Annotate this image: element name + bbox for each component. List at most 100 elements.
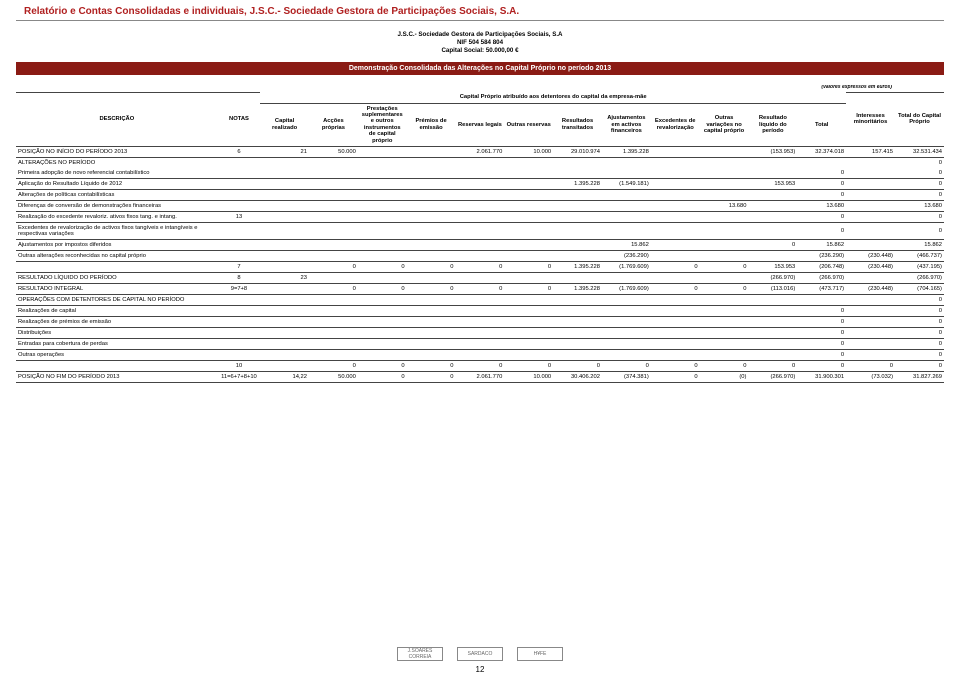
table-row: Aplicação do Resultado Líquido de 20121.… — [16, 178, 944, 189]
cell-value — [651, 338, 700, 349]
cell-value — [846, 272, 895, 283]
company-info: J.S.C.- Sociedade Gestora de Participaçõ… — [0, 31, 960, 54]
row-notas — [218, 189, 260, 200]
table-row: Diferenças de conversão de demonstrações… — [16, 200, 944, 211]
cell-value — [651, 157, 700, 168]
cell-value: 2.061.770 — [455, 371, 504, 382]
cell-value — [846, 211, 895, 222]
cell-value — [358, 157, 407, 168]
cell-value: 0 — [504, 360, 553, 371]
row-notas — [218, 349, 260, 360]
cell-value — [407, 250, 456, 261]
cell-value: 21 — [260, 146, 309, 157]
cell-value: 0 — [797, 305, 846, 316]
cell-value — [358, 305, 407, 316]
row-label: Ajustamentos por impostos diferidos — [16, 239, 218, 250]
row-label: POSIÇÃO NO FIM DO PERÍODO 2013 — [16, 371, 218, 382]
cell-value — [407, 168, 456, 179]
cell-value — [260, 327, 309, 338]
col-header-c7: Resultados transitados — [553, 103, 602, 146]
cell-value — [602, 189, 651, 200]
cell-value — [700, 272, 749, 283]
row-notas — [218, 200, 260, 211]
cell-value — [602, 294, 651, 305]
cell-value — [846, 316, 895, 327]
cell-value: 0 — [455, 283, 504, 294]
company-name: J.S.C.- Sociedade Gestora de Participaçõ… — [0, 31, 960, 39]
document-title: Relatório e Contas Consolidadas e indivi… — [0, 0, 960, 20]
cell-value — [602, 338, 651, 349]
cell-value — [309, 157, 358, 168]
table-row: 100000000000000 — [16, 360, 944, 371]
cell-value — [504, 338, 553, 349]
cell-value — [504, 157, 553, 168]
row-label: RESULTADO INTEGRAL — [16, 283, 218, 294]
cell-value — [407, 338, 456, 349]
cell-value: (0) — [700, 371, 749, 382]
cell-value — [260, 316, 309, 327]
cell-value — [651, 211, 700, 222]
cell-value — [700, 327, 749, 338]
cell-value: 0 — [797, 316, 846, 327]
cell-value: 0 — [407, 360, 456, 371]
cell-value — [309, 327, 358, 338]
cell-value — [602, 272, 651, 283]
cell-value: 0 — [455, 261, 504, 272]
cell-value — [455, 338, 504, 349]
cell-value — [748, 222, 797, 239]
cell-value: 50.000 — [309, 371, 358, 382]
title-separator — [16, 20, 944, 21]
row-notas — [218, 250, 260, 261]
cell-value — [455, 157, 504, 168]
row-label: Distribuições — [16, 327, 218, 338]
cell-value: 31.827.269 — [895, 371, 944, 382]
cell-value — [309, 178, 358, 189]
row-notas — [218, 305, 260, 316]
cell-value — [748, 211, 797, 222]
cell-value — [602, 327, 651, 338]
cell-value — [553, 168, 602, 179]
cell-value: 13.680 — [797, 200, 846, 211]
cell-value: 0 — [895, 360, 944, 371]
cell-value — [455, 305, 504, 316]
cell-value — [455, 211, 504, 222]
cell-value — [358, 338, 407, 349]
row-label: Realizações de capital — [16, 305, 218, 316]
cell-value — [553, 157, 602, 168]
cell-value: (473.717) — [797, 283, 846, 294]
cell-value: 0 — [895, 211, 944, 222]
cell-value — [455, 222, 504, 239]
table-row: OPERAÇÕES COM DETENTORES DE CAPITAL NO P… — [16, 294, 944, 305]
cell-value — [651, 239, 700, 250]
cell-value — [700, 222, 749, 239]
row-notas: 9=7+8 — [218, 283, 260, 294]
cell-value: 15.862 — [797, 239, 846, 250]
cell-value — [309, 168, 358, 179]
cell-value: 0 — [651, 261, 700, 272]
page-footer: J.SOARES CORREIA SARDACO H¥FE 12 — [0, 647, 960, 674]
cell-value: 0 — [895, 222, 944, 239]
cell-value: 0 — [358, 261, 407, 272]
cell-value: 0 — [895, 316, 944, 327]
cell-value: 0 — [651, 371, 700, 382]
cell-value — [260, 239, 309, 250]
cell-value — [651, 327, 700, 338]
cell-value: 0 — [895, 349, 944, 360]
cell-value — [358, 294, 407, 305]
cell-value: 13.680 — [700, 200, 749, 211]
cell-value: 0 — [651, 283, 700, 294]
cell-value — [358, 211, 407, 222]
cell-value: 0 — [895, 168, 944, 179]
cell-value — [407, 211, 456, 222]
col-header-c1: Capital realizado — [260, 103, 309, 146]
cell-value — [700, 146, 749, 157]
cell-value: 0 — [504, 283, 553, 294]
cell-value — [407, 239, 456, 250]
cell-value — [846, 157, 895, 168]
cell-value: (73.032) — [846, 371, 895, 382]
cell-value: 157.415 — [846, 146, 895, 157]
cell-value: 1.395.228 — [553, 261, 602, 272]
cell-value — [651, 294, 700, 305]
cell-value — [504, 168, 553, 179]
section-banner: Demonstração Consolidada das Alterações … — [16, 62, 944, 75]
